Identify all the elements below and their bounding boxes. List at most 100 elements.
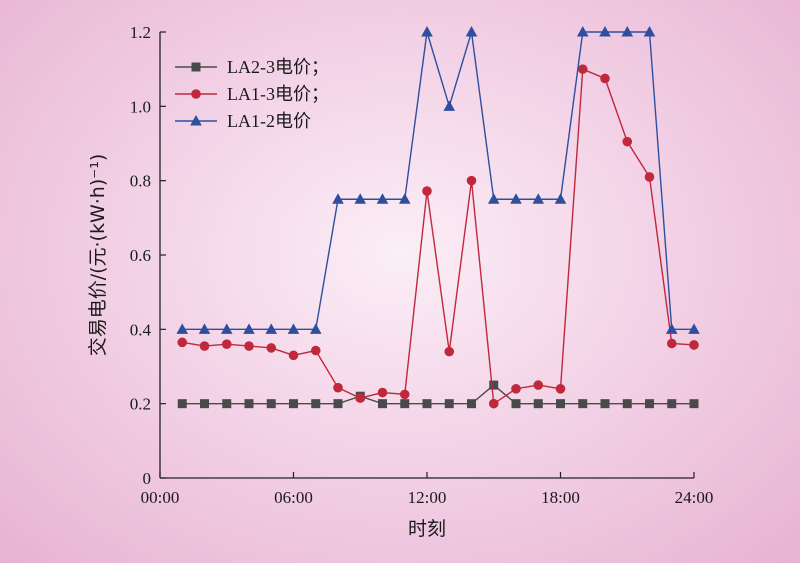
data-point-triangle (198, 323, 211, 334)
data-point-triangle (176, 323, 189, 334)
data-point-circle (355, 393, 366, 403)
series-line (182, 384, 694, 405)
legend-item: LA2-3电价； (175, 57, 329, 77)
data-point-triangle (554, 193, 567, 204)
data-point-square (489, 380, 499, 390)
y-tick-label: 0.8 (130, 172, 151, 191)
y-tick-label: 0.2 (130, 395, 151, 414)
data-point-circle (333, 382, 343, 393)
data-point-square (333, 399, 343, 409)
data-point-square (556, 399, 565, 409)
legend-item: LA1-2电价 (175, 111, 311, 131)
data-point-square (533, 399, 543, 409)
data-point-square (600, 399, 610, 409)
data-point-circle (377, 387, 388, 398)
data-point-square (467, 399, 476, 409)
data-point-square (444, 399, 454, 409)
data-point-circle (488, 398, 499, 409)
data-point-triangle (532, 193, 545, 204)
data-point-square (200, 399, 209, 409)
data-point-circle (644, 172, 655, 182)
data-point-circle (577, 64, 588, 74)
data-point-triangle (510, 193, 522, 204)
data-point-circle (177, 337, 188, 348)
data-point-square (422, 399, 432, 409)
data-point-square (400, 399, 410, 409)
data-point-triangle (576, 26, 589, 37)
series-triangle (176, 26, 700, 334)
x-tick-label: 12:00 (408, 488, 447, 507)
data-point-square (244, 399, 254, 409)
axes: 0 0.2 0.4 0.6 0.8 1.0 1.2 00:00 06:00 12:00 18:00 2… (130, 23, 714, 507)
data-point-triangle (332, 193, 344, 204)
data-point-circle (266, 343, 277, 353)
data-point-square (645, 399, 654, 409)
data-point-square (689, 399, 699, 409)
data-point-square (177, 399, 187, 409)
series-layer (176, 26, 700, 409)
data-point-circle (511, 384, 521, 394)
data-point-triangle (376, 193, 389, 204)
data-point-square (578, 399, 588, 409)
data-point-square (266, 399, 276, 409)
data-point-triangle (443, 100, 456, 111)
data-point-triangle (621, 26, 634, 37)
y-tick-label: 0 (143, 469, 152, 488)
data-point-triangle (354, 193, 367, 204)
series-circle (177, 64, 699, 409)
data-point-triangle (220, 323, 233, 334)
data-point-square (667, 399, 677, 409)
data-point-circle (666, 338, 677, 349)
x-tick-label: 18:00 (541, 488, 580, 507)
data-point-circle (622, 136, 633, 147)
series-line (182, 31, 694, 331)
data-point-circle (422, 186, 432, 196)
series-square (177, 380, 699, 409)
data-point-circle (310, 345, 321, 356)
data-point-triangle (421, 26, 433, 37)
data-point-triangle (309, 323, 322, 334)
legend: LA2-3电价； LA1-3电价； LA1-2电价 (175, 57, 329, 131)
data-point-circle (191, 89, 201, 99)
data-point-circle (221, 339, 232, 350)
y-tick-label: 0.6 (130, 246, 151, 265)
data-point-square (511, 399, 521, 409)
y-axis-title: 交易电价/(元·(kW·h)⁻¹) (87, 154, 109, 357)
data-point-square (222, 399, 232, 409)
data-point-circle (199, 341, 210, 351)
data-point-circle (244, 341, 254, 351)
data-point-triangle (465, 26, 478, 37)
data-point-circle (444, 346, 455, 357)
data-point-circle (399, 389, 410, 400)
data-point-circle (600, 73, 610, 84)
data-point-square (289, 399, 298, 409)
legend-item: LA1-3电价； (175, 84, 329, 104)
data-point-triangle (643, 26, 656, 37)
data-point-square (191, 62, 201, 72)
data-point-square (622, 399, 632, 409)
data-point-circle (689, 340, 699, 350)
legend-label: LA2-3电价； (227, 57, 329, 77)
data-point-triangle (265, 323, 278, 334)
data-point-triangle (688, 323, 700, 334)
data-point-triangle (665, 323, 678, 334)
data-point-triangle (398, 193, 411, 204)
data-point-circle (288, 350, 299, 361)
y-tick-label: 0.4 (130, 320, 152, 339)
legend-label: LA1-2电价 (227, 111, 311, 131)
data-point-square (378, 399, 387, 409)
x-tick-label: 24:00 (675, 488, 714, 507)
data-point-square (311, 399, 321, 409)
data-point-triangle (243, 323, 255, 334)
data-point-triangle (190, 115, 202, 126)
legend-label: LA1-3电价； (227, 84, 329, 104)
x-axis-title: 时刻 (408, 518, 446, 540)
y-tick-label: 1.0 (130, 97, 151, 116)
x-tick-label: 00:00 (141, 488, 180, 507)
data-point-triangle (287, 323, 300, 334)
data-point-circle (466, 175, 477, 186)
data-point-circle (533, 380, 544, 390)
data-point-triangle (487, 193, 500, 204)
x-tick-label: 06:00 (274, 488, 313, 507)
